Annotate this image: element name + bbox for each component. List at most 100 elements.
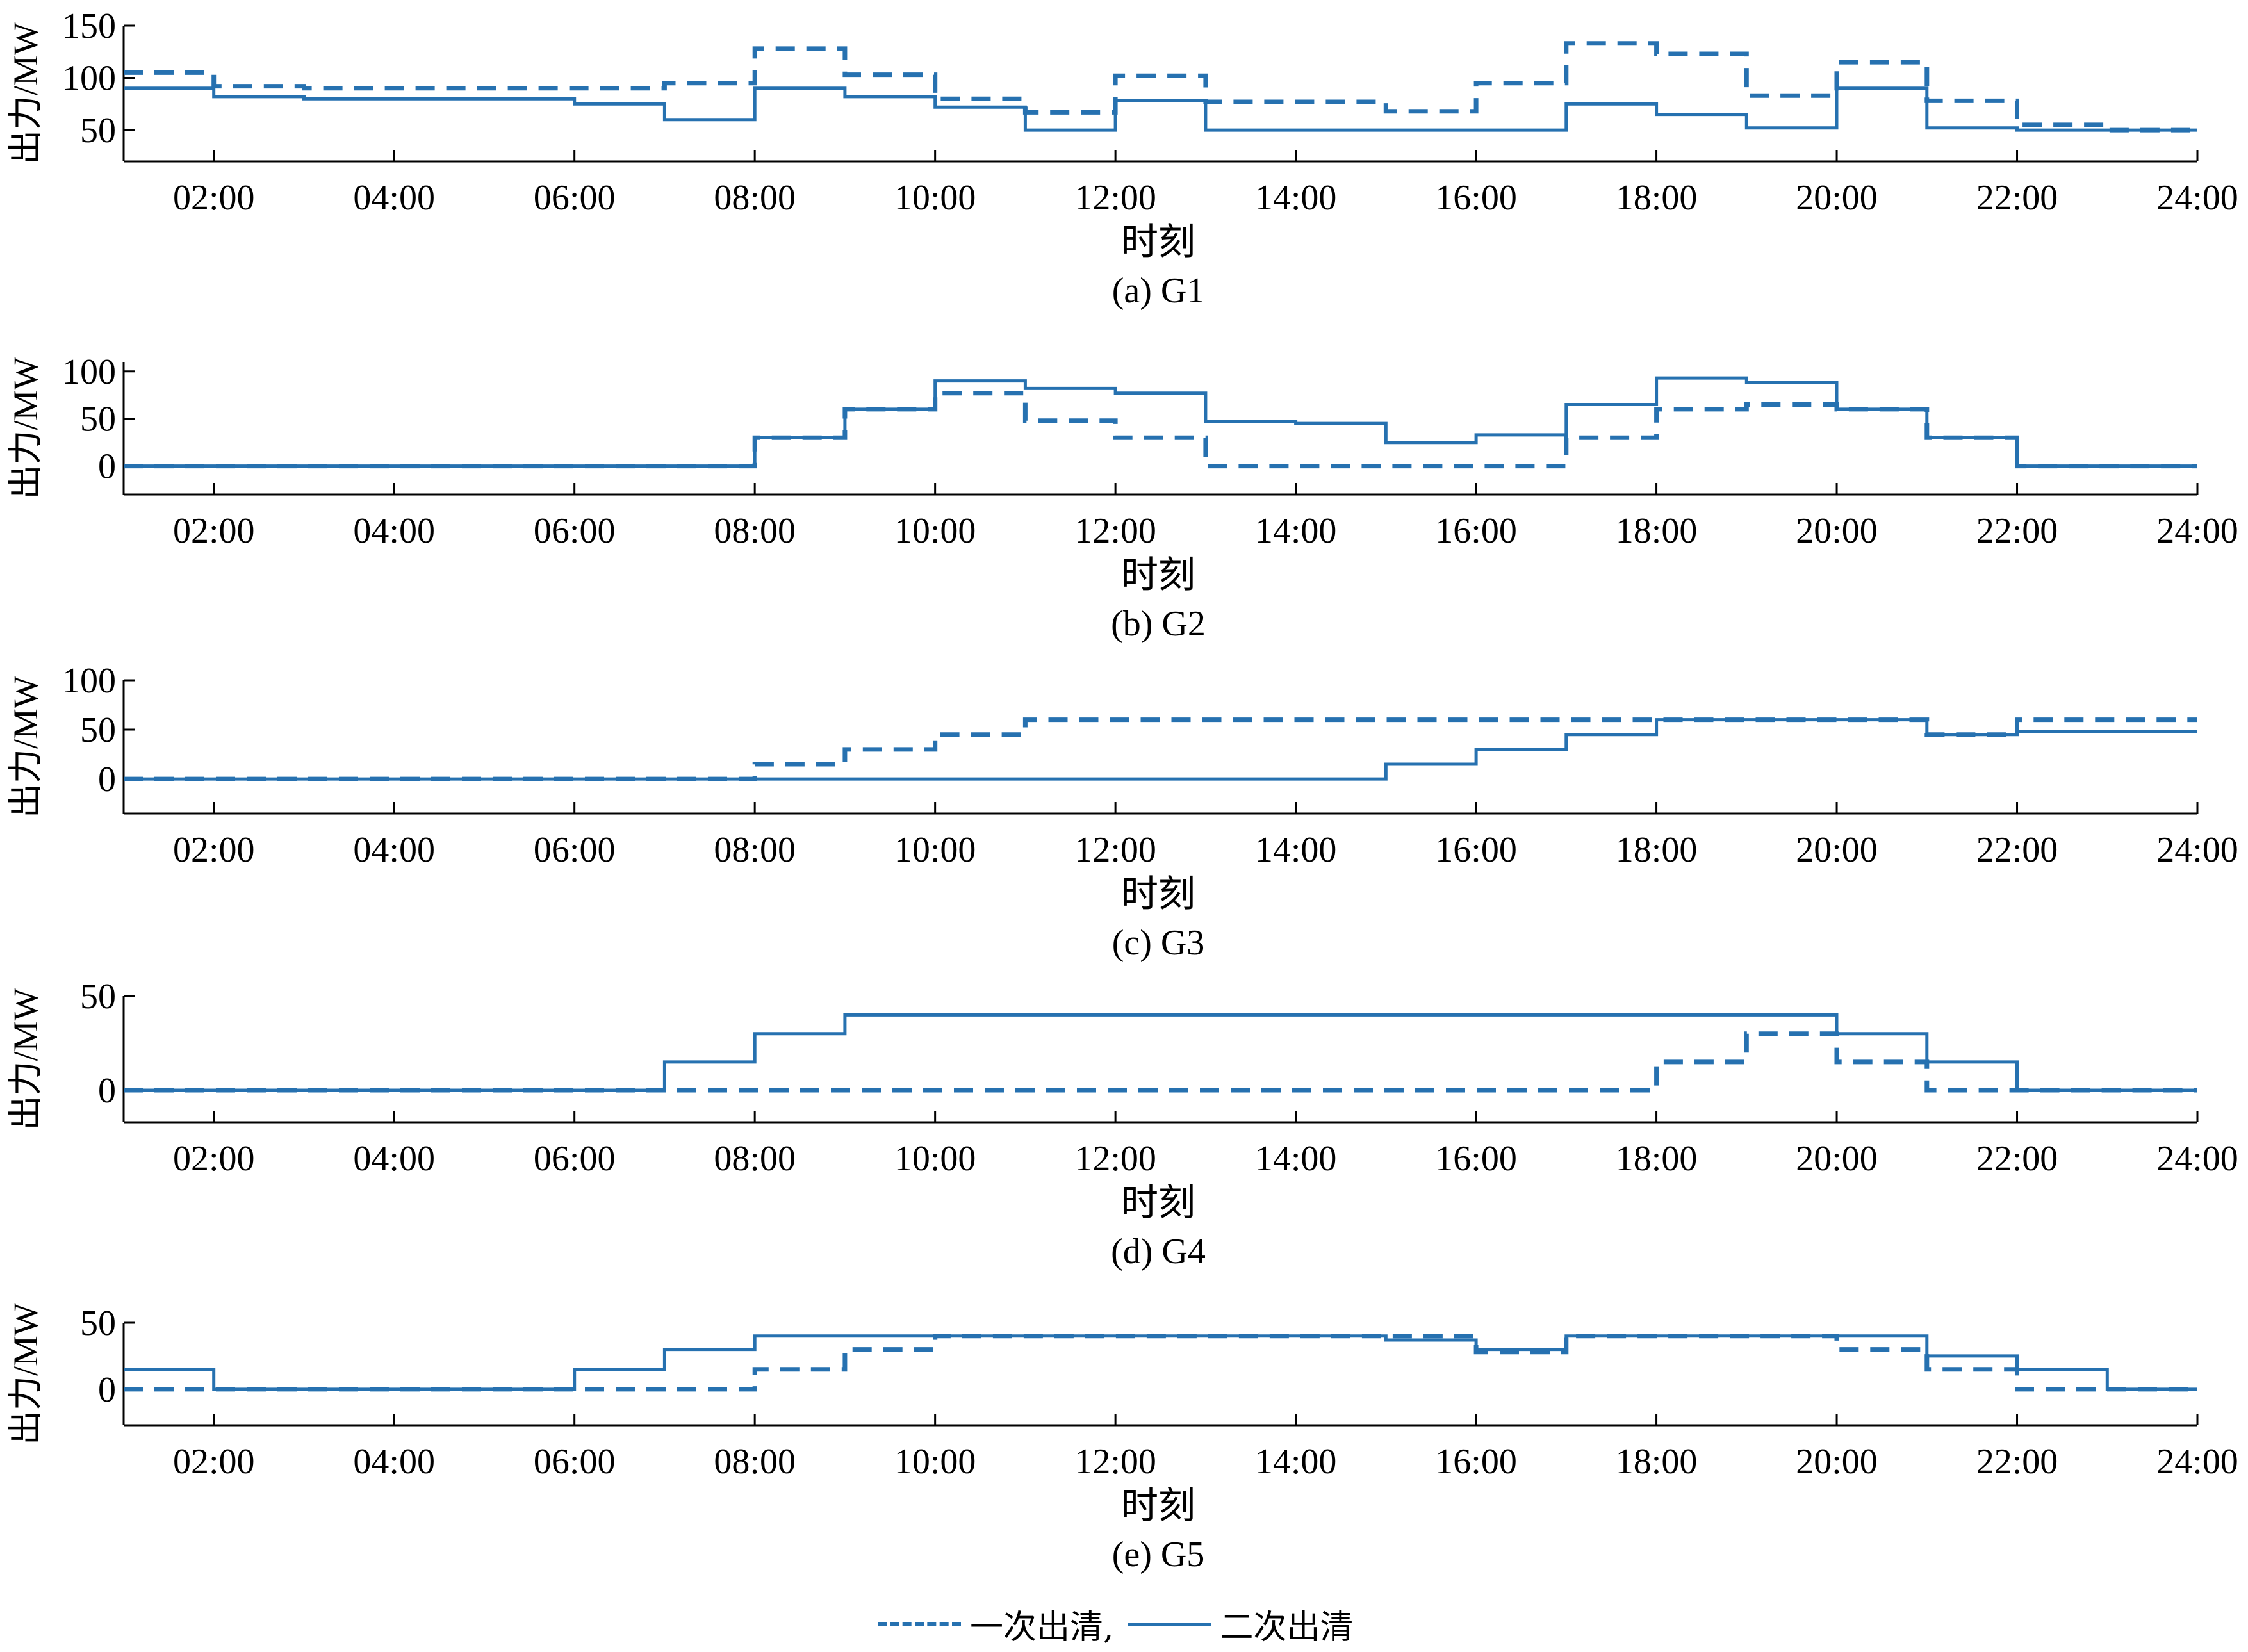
panel-2-x-tick-label: 12:00 <box>1074 511 1156 551</box>
panel-3-x-tick-label: 16:00 <box>1435 830 1517 870</box>
panel-5-x-tick-label: 02:00 <box>173 1442 255 1482</box>
panel-1-x-tick-label: 06:00 <box>534 178 616 218</box>
panel-5-x-tick-label: 10:00 <box>894 1442 976 1482</box>
panel-4-y-tick-label: 50 <box>80 977 116 1017</box>
panel-5-y-tick-label: 0 <box>98 1370 116 1410</box>
panel-4-y-tick-label: 0 <box>98 1071 116 1111</box>
panel-4-x-axis-label: 时刻 <box>1121 1182 1195 1223</box>
panel-5-x-tick-label: 08:00 <box>714 1442 796 1482</box>
panel-3-x-tick-label: 12:00 <box>1074 830 1156 870</box>
panel-1-x-tick-label: 04:00 <box>353 178 435 218</box>
panel-5-x-tick-label: 24:00 <box>2156 1442 2238 1482</box>
panel-4-x-tick-label: 10:00 <box>894 1139 976 1179</box>
panel-1-x-tick-label: 24:00 <box>2156 178 2238 218</box>
panel-4-x-tick-label: 04:00 <box>353 1139 435 1179</box>
panel-4-x-tick-label: 22:00 <box>1976 1139 2058 1179</box>
panel-1-x-tick-label: 12:00 <box>1074 178 1156 218</box>
panel-5-x-tick-label: 16:00 <box>1435 1442 1517 1482</box>
panel-4-y-axis-label: 出力/MW <box>6 988 45 1130</box>
legend-item-second-clearing: 二次出清 <box>1128 1600 1354 1648</box>
panel-5-x-tick-label: 06:00 <box>534 1442 616 1482</box>
legend-swatch-solid <box>1128 1622 1211 1626</box>
panel-2-y-tick-label: 50 <box>80 400 116 439</box>
panel-5-x-tick-label: 12:00 <box>1074 1442 1156 1482</box>
panel-1-y-tick-label: 50 <box>80 111 116 151</box>
panel-2-x-tick-label: 18:00 <box>1616 511 1698 551</box>
panel-2-y-axis-label: 出力/MW <box>6 357 45 499</box>
legend-item-first-clearing: 一次出清, <box>878 1600 1114 1648</box>
panel-1-x-tick-label: 20:00 <box>1796 178 1878 218</box>
panel-3-x-tick-label: 04:00 <box>353 830 435 870</box>
panel-1-x-axis-label: 时刻 <box>1121 221 1195 263</box>
panel-5-series-second-clearing <box>124 1334 2197 1391</box>
panel-1-x-tick-label: 08:00 <box>714 178 796 218</box>
legend-label-second-clearing: 二次出清 <box>1220 1608 1354 1647</box>
panel-4-x-tick-label: 24:00 <box>2156 1139 2238 1179</box>
panel-1-x-tick-label: 14:00 <box>1255 178 1337 218</box>
panel-2-x-tick-label: 16:00 <box>1435 511 1517 551</box>
panel-4-series-first-clearing <box>124 1031 2197 1093</box>
panel-2-x-tick-label: 04:00 <box>353 511 435 551</box>
panel-3-x-axis-label: 时刻 <box>1121 873 1195 915</box>
panel-5-y-axis-label: 出力/MW <box>6 1303 45 1445</box>
panel-3-y-axis-label: 出力/MW <box>6 676 45 818</box>
panel-4-x-tick-label: 16:00 <box>1435 1139 1517 1179</box>
panel-3-x-tick-label: 08:00 <box>714 830 796 870</box>
panel-5-x-tick-label: 04:00 <box>353 1442 435 1482</box>
panel-5-x-tick-label: 18:00 <box>1616 1442 1698 1482</box>
panel-1-x-tick-label: 16:00 <box>1435 178 1517 218</box>
panel-4-x-tick-label: 08:00 <box>714 1139 796 1179</box>
panel-4-caption: (d) G4 <box>1111 1232 1206 1272</box>
legend-label-first-clearing: 一次出清, <box>970 1608 1114 1647</box>
panel-4-x-tick-label: 06:00 <box>534 1139 616 1179</box>
panel-5-x-tick-label: 14:00 <box>1255 1442 1337 1482</box>
panel-3-y-tick-label: 0 <box>98 760 116 799</box>
panel-2-series-second-clearing <box>124 376 2197 468</box>
panel-3-y-tick-label: 100 <box>62 661 116 701</box>
panel-2-x-tick-label: 20:00 <box>1796 511 1878 551</box>
panel-1-series-first-clearing <box>124 41 2197 133</box>
panel-3-x-tick-label: 24:00 <box>2156 830 2238 870</box>
panel-3-x-tick-label: 06:00 <box>534 830 616 870</box>
panel-2-x-tick-label: 24:00 <box>2156 511 2238 551</box>
panel-1-y-tick-label: 100 <box>62 59 116 99</box>
panel-3-caption: (c) G3 <box>1112 923 1205 963</box>
panel-3-x-tick-label: 20:00 <box>1796 830 1878 870</box>
legend: 一次出清, 二次出清 <box>878 1598 1354 1649</box>
panel-5-caption: (e) G5 <box>1112 1535 1205 1574</box>
panel-3-x-tick-label: 14:00 <box>1255 830 1337 870</box>
panel-5-x-tick-label: 22:00 <box>1976 1442 2058 1482</box>
panel-3-y-tick-label: 50 <box>80 710 116 750</box>
panel-3-x-tick-label: 18:00 <box>1616 830 1698 870</box>
panel-4-x-tick-label: 14:00 <box>1255 1139 1337 1179</box>
panel-1-caption: (a) G1 <box>1112 271 1205 311</box>
panel-3-series-second-clearing <box>124 718 2197 781</box>
panel-1-y-axis-label: 出力/MW <box>6 22 45 165</box>
panel-2-y-tick-label: 0 <box>98 447 116 487</box>
panel-2-y-tick-label: 100 <box>62 352 116 392</box>
panel-2-x-tick-label: 06:00 <box>534 511 616 551</box>
panel-1-x-tick-label: 22:00 <box>1976 178 2058 218</box>
panel-4-x-tick-label: 18:00 <box>1616 1139 1698 1179</box>
panel-1-x-tick-label: 02:00 <box>173 178 255 218</box>
panel-2-x-axis-label: 时刻 <box>1121 554 1195 596</box>
panel-2-x-tick-label: 10:00 <box>894 511 976 551</box>
panel-2-x-tick-label: 02:00 <box>173 511 255 551</box>
panel-5-y-tick-label: 50 <box>80 1304 116 1343</box>
panel-3-x-tick-label: 02:00 <box>173 830 255 870</box>
panel-2-x-tick-label: 08:00 <box>714 511 796 551</box>
panel-4-series-second-clearing <box>124 1013 2197 1092</box>
panel-1-x-tick-label: 10:00 <box>894 178 976 218</box>
panel-2-x-tick-label: 14:00 <box>1255 511 1337 551</box>
panel-5-x-axis-label: 时刻 <box>1121 1485 1195 1526</box>
panel-4-x-tick-label: 12:00 <box>1074 1139 1156 1179</box>
panel-3-x-tick-label: 10:00 <box>894 830 976 870</box>
panel-3-series-first-clearing <box>124 717 2197 781</box>
panel-5-series-first-clearing <box>124 1334 2197 1392</box>
panel-2-x-tick-label: 22:00 <box>1976 511 2058 551</box>
panel-1-x-tick-label: 18:00 <box>1616 178 1698 218</box>
panel-1-series-second-clearing <box>124 86 2197 132</box>
panel-3-x-tick-label: 22:00 <box>1976 830 2058 870</box>
panel-2-caption: (b) G2 <box>1111 604 1206 644</box>
